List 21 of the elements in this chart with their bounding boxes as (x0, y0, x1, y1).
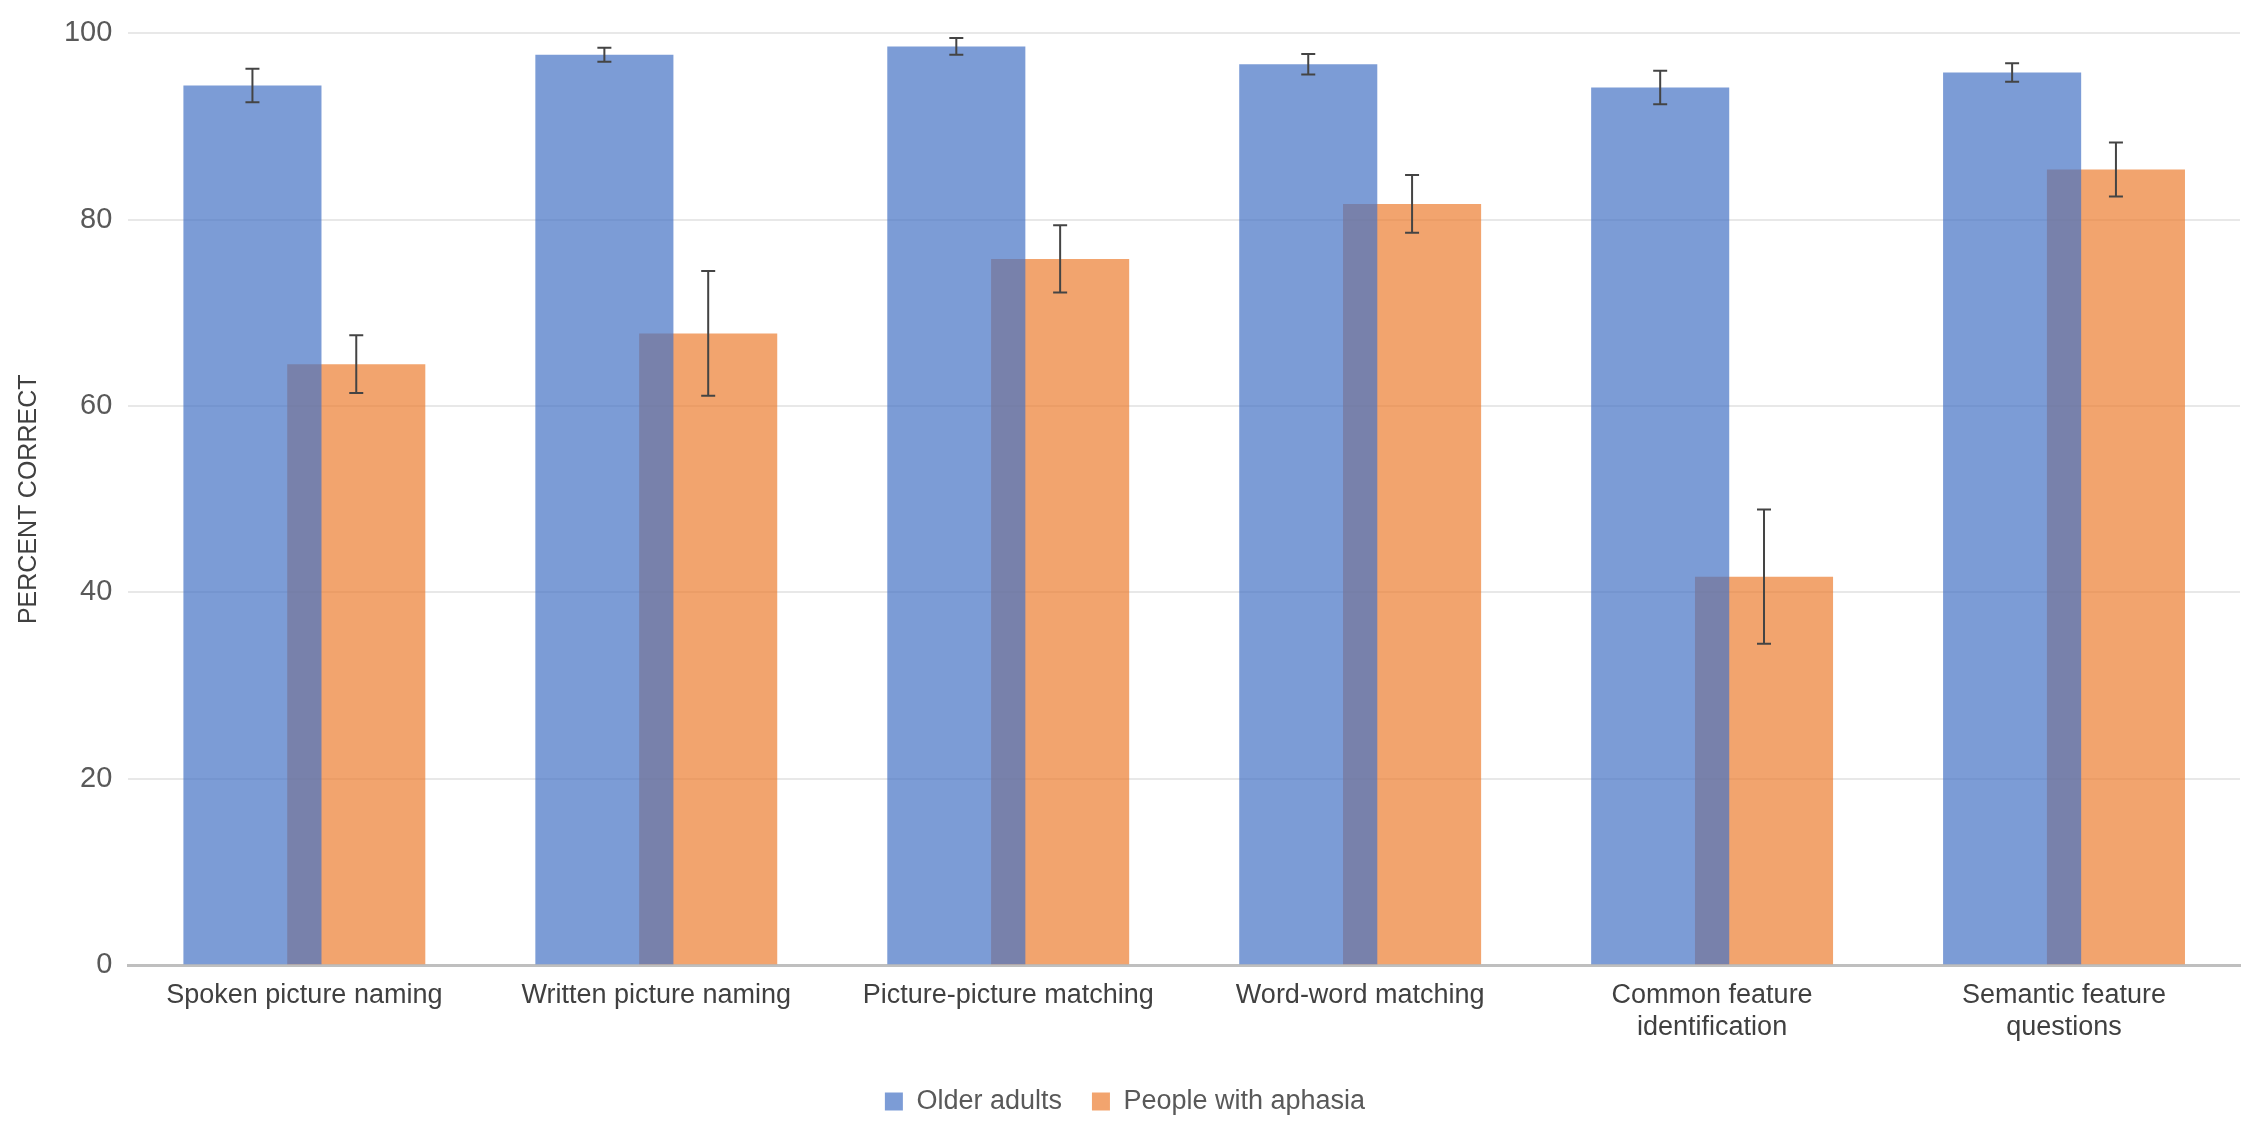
bar (1591, 87, 1730, 965)
y-tick-label: 80 (80, 201, 113, 234)
bar (887, 46, 1026, 965)
y-tick-label: 40 (80, 574, 113, 607)
x-tick-label: Written picture naming (521, 978, 792, 1009)
bar (535, 54, 674, 965)
y-axis-title: PERCENT CORRECT (12, 374, 41, 625)
y-tick-label: 20 (80, 760, 113, 793)
x-tick-label: Word-word matching (1235, 978, 1485, 1009)
y-tick-label: 0 (96, 947, 113, 980)
legend-label: People with aphasia (1123, 1084, 1367, 1115)
y-tick-label: 100 (63, 15, 113, 48)
x-tick-label: Common feature identification (1611, 978, 1813, 1042)
x-tick-label: Picture-picture matching (862, 978, 1154, 1009)
bar (183, 85, 322, 965)
legend-label: Older adults (916, 1084, 1062, 1115)
bar (1239, 64, 1378, 965)
bar (1943, 72, 2082, 965)
x-tick-label: Spoken picture naming (166, 978, 443, 1009)
x-tick-label: Semantic feature questions (1961, 978, 2167, 1042)
y-tick-label: 60 (80, 388, 113, 421)
